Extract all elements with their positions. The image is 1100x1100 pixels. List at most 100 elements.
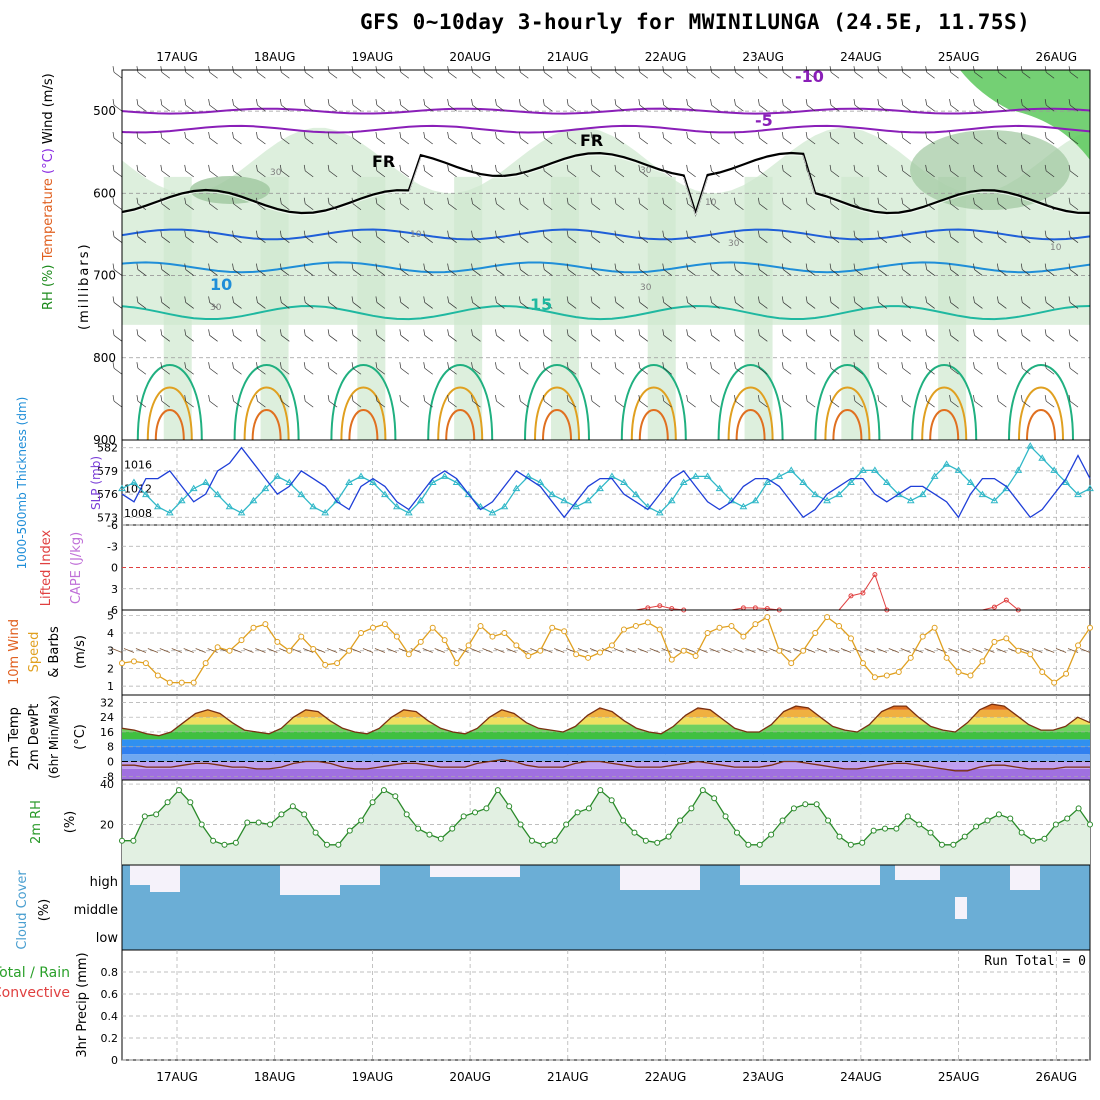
wind10m-barb: [577, 648, 589, 653]
wind10m-line-point: [238, 637, 245, 644]
wind-barb: [590, 263, 593, 270]
wind-barb: [686, 131, 688, 139]
wind10m-line-point: [130, 658, 137, 665]
wind-barb: [734, 131, 736, 139]
wind-barb: [281, 104, 290, 112]
rh2m-line-point: [232, 839, 239, 846]
wind-barb: [375, 230, 378, 237]
rh2m-line-point: [483, 805, 490, 812]
wind-barb: [925, 131, 927, 139]
wind-barb: [974, 269, 983, 276]
wind-barb: [1069, 236, 1079, 243]
wind-barb: [1022, 104, 1031, 112]
wind10m-barb: [912, 648, 923, 653]
li-point: [860, 590, 866, 596]
wind-barb: [663, 302, 672, 309]
slp-line-point: [1062, 478, 1070, 485]
wind-barb: [209, 367, 218, 375]
cloud-level-label: high: [90, 875, 118, 890]
wind-barb: [950, 71, 959, 79]
wind-barb: [351, 395, 354, 402]
slp-line-point: [871, 466, 879, 473]
wind-barb: [687, 335, 696, 342]
wind-barb: [352, 400, 362, 408]
wind-barb: [423, 131, 426, 139]
wind-barb: [1068, 164, 1071, 171]
wind-barb: [805, 362, 808, 369]
contour-label: 10: [705, 198, 717, 208]
wind-barb: [614, 197, 617, 204]
rh-plume: [550, 176, 579, 440]
wind-barb: [160, 131, 163, 139]
wind-barb: [687, 71, 696, 79]
wind-barb: [518, 395, 521, 402]
wind10m-line-point: [202, 660, 209, 667]
wind-barb: [997, 164, 999, 171]
rh-plume: [744, 176, 773, 440]
wind-barb: [1020, 263, 1023, 270]
rh2m-line-point: [631, 829, 638, 836]
wind-barb: [471, 296, 473, 303]
contour-label: FR: [580, 131, 603, 150]
wind-barb: [257, 137, 266, 145]
wind-barb: [734, 197, 736, 204]
wind-barb: [974, 203, 983, 211]
precip-ylabel: 3hr Precip (mm): [75, 952, 90, 1057]
wind-barb: [710, 131, 712, 139]
contour-label: 30: [270, 168, 282, 178]
pressure-tick-label: 700: [93, 269, 116, 283]
wind10m-line-point: [573, 651, 580, 658]
cape-tick: -3: [107, 540, 118, 553]
wind10m-line-point: [1039, 668, 1046, 675]
wind-barb: [304, 269, 314, 276]
cape-tick: -6: [107, 519, 118, 532]
wind-barb: [1020, 131, 1023, 139]
wind-barb: [615, 269, 625, 276]
slp-line-point: [966, 478, 975, 485]
wind-barb: [591, 203, 601, 211]
slp-line-point: [165, 508, 174, 516]
wind-barb: [257, 170, 266, 178]
wind-barb: [423, 230, 426, 237]
wind-barb: [112, 99, 115, 106]
rh2m-line-point: [938, 841, 945, 848]
wind-barb: [735, 71, 744, 79]
wind-barb: [902, 302, 911, 309]
wind-barb: [327, 197, 330, 204]
wind-barb: [327, 66, 330, 73]
slp-line-point: [297, 490, 306, 498]
wind-barb: [520, 400, 529, 408]
wind10m-line-point: [358, 630, 365, 637]
wind-barb: [878, 400, 888, 408]
wind10m-line-point: [429, 624, 436, 631]
wind-barb: [184, 164, 187, 171]
wind-barb: [757, 263, 760, 270]
wind-barb: [184, 395, 187, 402]
wind-barb: [1045, 269, 1055, 276]
wind-barb: [615, 302, 625, 309]
thickness-line: [121, 446, 1091, 519]
wind-barb: [351, 197, 354, 204]
wind-barb: [949, 362, 951, 369]
wind-barb: [878, 236, 888, 243]
temp-band: [122, 739, 1090, 747]
wind-barb: [208, 263, 210, 270]
day-label-top: 17AUG: [156, 50, 198, 64]
wind-barb: [520, 302, 529, 309]
wind10m-line-point: [453, 660, 460, 667]
wind10m-line-point: [836, 622, 843, 629]
wind-barb: [710, 329, 712, 336]
boundary-isotherm: [832, 409, 863, 441]
wind-barb: [781, 329, 784, 336]
wind10m-barb: [303, 648, 314, 653]
wind-barb: [687, 203, 696, 211]
wind-barb: [1020, 296, 1023, 303]
wind-barb: [783, 170, 792, 178]
wind-barb: [304, 71, 314, 79]
rh2m-line-point: [175, 787, 182, 794]
wind-barb: [352, 367, 362, 375]
day-label-bottom: 21AUG: [547, 1070, 589, 1084]
wind-barb: [925, 99, 927, 106]
wind-barb: [400, 400, 410, 408]
wind-barb: [424, 137, 433, 145]
